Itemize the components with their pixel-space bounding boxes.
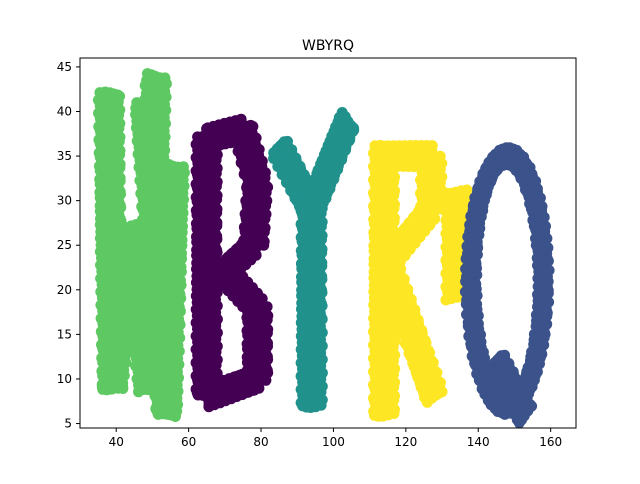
x-tick-label: 160 bbox=[539, 435, 562, 449]
y-tick-label: 25 bbox=[57, 238, 72, 252]
x-tick-label: 80 bbox=[253, 435, 268, 449]
point-w bbox=[141, 68, 153, 80]
point-y bbox=[315, 399, 327, 411]
plot-frame bbox=[79, 57, 577, 429]
point-q bbox=[541, 280, 553, 292]
x-tick-label: 100 bbox=[322, 435, 345, 449]
y-tick-label: 15 bbox=[57, 327, 72, 341]
point-q bbox=[526, 400, 538, 412]
y-tick-label: 10 bbox=[57, 372, 72, 386]
y-tick-label: 30 bbox=[57, 194, 72, 208]
x-axis: 40 60 80 100 120 140 160 bbox=[109, 428, 562, 449]
y-tick-label: 5 bbox=[64, 417, 72, 431]
x-tick-label: 140 bbox=[467, 435, 490, 449]
chart-title: WBYRQ bbox=[302, 38, 354, 54]
y-tick-label: 40 bbox=[57, 104, 72, 118]
x-tick-label: 120 bbox=[394, 435, 417, 449]
y-tick-label: 35 bbox=[57, 149, 72, 163]
points-layer bbox=[92, 68, 555, 429]
point-r bbox=[436, 386, 448, 398]
y-tick-label: 20 bbox=[57, 283, 72, 297]
y-axis: 5 10 15 20 25 30 35 40 45 bbox=[57, 60, 80, 431]
point-r bbox=[388, 408, 400, 419]
point-b bbox=[258, 239, 270, 251]
y-tick-label: 45 bbox=[57, 60, 72, 74]
point-w bbox=[159, 157, 171, 169]
x-tick-label: 40 bbox=[109, 435, 124, 449]
point-r bbox=[426, 140, 438, 152]
x-tick-label: 60 bbox=[181, 435, 196, 449]
point-b bbox=[256, 293, 268, 305]
point-b bbox=[203, 399, 215, 411]
